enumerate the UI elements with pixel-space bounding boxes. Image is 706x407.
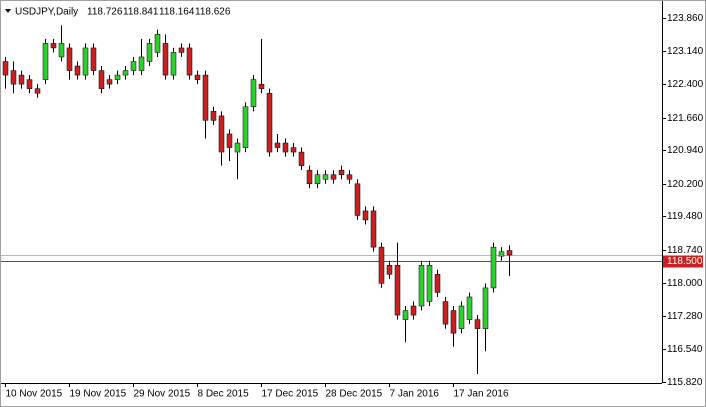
bull-candle-body xyxy=(314,174,321,185)
bear-candle-body xyxy=(434,274,441,293)
x-tick-label: 17 Jan 2016 xyxy=(454,389,509,400)
bear-candle-body xyxy=(74,65,81,76)
bear-candle-body xyxy=(506,250,513,256)
y-tick-label: 120.200 xyxy=(667,179,704,190)
ohlc-value: 118.841 xyxy=(123,7,159,18)
bull-candle-body xyxy=(490,246,497,289)
bull-candle-body xyxy=(82,47,89,76)
bear-candle-body xyxy=(386,265,393,275)
bear-candle-body xyxy=(10,70,17,85)
y-tick-label: 123.860 xyxy=(667,13,704,24)
bear-candle-body xyxy=(362,210,369,221)
bear-candle-body xyxy=(50,43,57,49)
x-tick-label: 8 Dec 2015 xyxy=(198,389,250,400)
x-tick-label: 17 Dec 2015 xyxy=(262,389,319,400)
x-tick-label: 28 Dec 2015 xyxy=(326,389,383,400)
bull-candle-body xyxy=(170,52,177,76)
bear-candle-body xyxy=(66,47,73,71)
bear-candle-body xyxy=(266,92,273,153)
bull-candle-body xyxy=(482,287,489,329)
x-tick-label: 10 Nov 2015 xyxy=(6,389,63,400)
bear-candle-body xyxy=(90,47,97,71)
bull-candle-body xyxy=(130,61,137,71)
bear-candle-body xyxy=(218,115,225,153)
bull-candle-body xyxy=(242,106,249,148)
bear-candle-body xyxy=(282,142,289,153)
bear-candle-body xyxy=(258,83,265,89)
ohlc-value: 118.726 xyxy=(87,7,123,18)
ohlc-value: 118.626 xyxy=(195,7,231,18)
bear-candle-body xyxy=(346,174,353,180)
menu-arrow xyxy=(5,9,11,13)
x-tick-label: 29 Nov 2015 xyxy=(134,389,191,400)
bear-candle-body xyxy=(274,142,281,148)
bear-candle-body xyxy=(410,305,417,316)
bear-candle-body xyxy=(370,210,377,248)
y-tick-label: 121.660 xyxy=(667,113,704,124)
bull-candle-body xyxy=(146,43,153,62)
bear-candle-body xyxy=(338,169,345,175)
bear-candle-body xyxy=(34,88,41,94)
bear-candle-body xyxy=(450,310,457,334)
bull-candle-body xyxy=(58,43,65,58)
bull-candle-body xyxy=(402,310,409,320)
bear-candle-body xyxy=(106,79,113,85)
bear-candle-body xyxy=(202,74,209,121)
bear-candle-body xyxy=(26,79,33,89)
y-tick-label: 123.140 xyxy=(667,46,704,57)
y-tick-label: 118.740 xyxy=(667,245,703,256)
bull-candle-body xyxy=(458,305,465,329)
bear-candle-body xyxy=(378,246,385,284)
bull-candle-body xyxy=(42,43,49,80)
y-tick-label: 118.000 xyxy=(667,278,703,289)
bear-candle-body xyxy=(306,169,313,185)
level-label-box xyxy=(663,255,703,268)
bull-candle-body xyxy=(250,79,257,108)
bear-candle-body xyxy=(210,111,217,121)
bull-candle-body xyxy=(466,296,473,320)
bear-candle-body xyxy=(474,319,481,329)
y-tick-label: 117.280 xyxy=(667,311,703,322)
bear-candle-body xyxy=(442,301,449,325)
bull-candle-body xyxy=(122,70,129,76)
bear-candle-body xyxy=(194,74,201,80)
bear-candle-body xyxy=(178,47,185,53)
bear-candle-body xyxy=(162,43,169,76)
bear-candle-body xyxy=(186,47,193,76)
bear-candle-body xyxy=(290,147,297,153)
bear-candle-body xyxy=(226,133,233,148)
y-tick-label: 120.940 xyxy=(667,145,704,156)
bull-candle-body xyxy=(234,142,241,153)
bear-candle-body xyxy=(394,265,401,316)
bear-candle-body xyxy=(298,151,305,166)
x-tick-label: 19 Nov 2015 xyxy=(70,389,127,400)
y-tick-label: 115.820 xyxy=(667,377,703,388)
y-tick-label: 116.540 xyxy=(667,344,703,355)
chart-title: USDJPY,Daily xyxy=(15,7,78,18)
x-tick-label: 7 Jan 2016 xyxy=(390,389,440,400)
ohlc-value: 118.164 xyxy=(159,7,195,18)
bear-candle-body xyxy=(98,70,105,89)
bull-candle-body xyxy=(418,265,425,307)
bear-candle-body xyxy=(354,183,361,216)
bull-candle-body xyxy=(498,251,505,257)
y-tick-label: 122.400 xyxy=(667,79,704,90)
level-label: 118.500 xyxy=(667,256,703,267)
bear-candle-body xyxy=(2,61,9,76)
bear-candle-body xyxy=(330,174,337,180)
bull-candle-body xyxy=(114,74,121,80)
y-tick-label: 119.480 xyxy=(667,211,703,222)
bull-candle-body xyxy=(426,265,433,302)
bear-candle-body xyxy=(18,74,25,85)
bull-candle-body xyxy=(154,34,161,53)
bull-candle-body xyxy=(138,56,145,71)
ohlc-header: 118.726 118.841 118.164 118.626 xyxy=(87,7,231,18)
bull-candle-body xyxy=(322,174,329,180)
